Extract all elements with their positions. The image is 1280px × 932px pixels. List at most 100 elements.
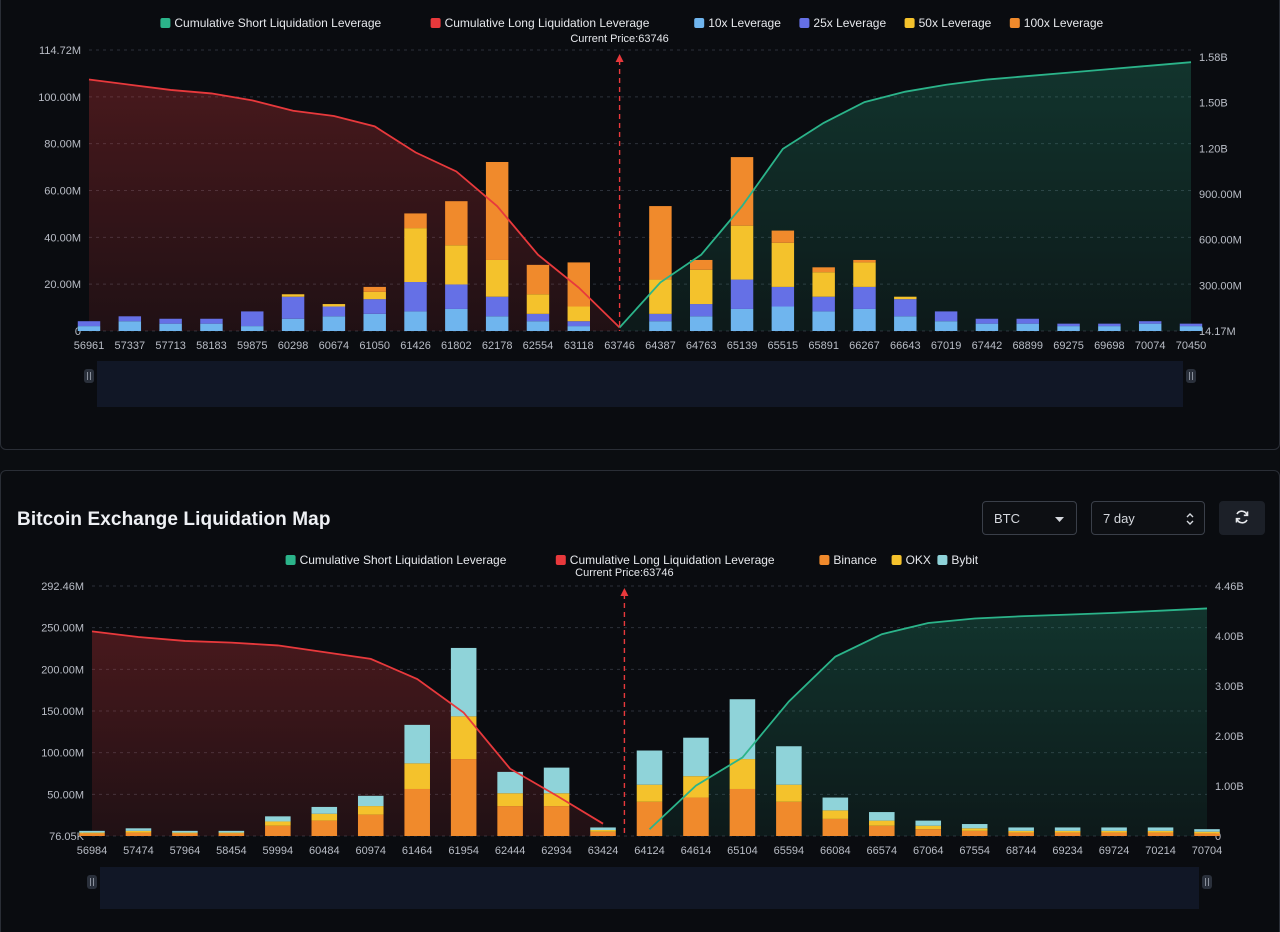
refresh-button[interactable]	[1219, 501, 1265, 535]
right-axis-tick: 0	[1215, 831, 1221, 843]
long-liquidation-line	[91, 630, 604, 825]
bar-segment	[869, 812, 895, 821]
zoom-handle-grip	[1202, 875, 1212, 889]
x-axis-tick: 57474	[123, 845, 154, 857]
x-axis-tick: 56984	[77, 845, 108, 857]
bar-segment	[649, 313, 672, 322]
bar-segment	[311, 806, 338, 814]
left-axis-tick: 80.00M	[44, 139, 81, 151]
left-axis-tick: 114.72M	[39, 45, 81, 57]
bar-segment	[1147, 830, 1174, 833]
bar-segment	[485, 316, 509, 331]
x-axis-tick: 64124	[634, 845, 665, 857]
legend-swatch	[904, 18, 915, 28]
x-axis-tick: 67064	[913, 845, 944, 857]
bar-segment	[730, 308, 754, 331]
legend-swatch	[160, 18, 171, 28]
bar-segment	[689, 304, 713, 317]
bar-segment	[1098, 326, 1121, 331]
range-select[interactable]: 7 day	[1091, 501, 1205, 535]
zoom-handle-grip	[84, 369, 94, 383]
bar-segment	[776, 801, 802, 836]
legend-item: 50x Leverage	[904, 16, 992, 30]
bar-segment	[567, 262, 591, 307]
legend-item: Cumulative Short Liquidation Leverage	[285, 553, 507, 567]
left-axis-tick: 250.00M	[41, 623, 84, 635]
bar-segment	[975, 323, 999, 331]
exchange-liquidation-chart: Cumulative Short Liquidation Leverage Cum…	[41, 553, 1244, 909]
coin-select[interactable]: BTC	[982, 501, 1077, 535]
bar-segment	[363, 291, 386, 300]
bar-segment	[497, 771, 523, 794]
bar-segment	[526, 294, 550, 314]
bar-segment	[689, 259, 713, 270]
bar-segment	[363, 286, 386, 292]
refresh-icon	[1234, 509, 1250, 528]
bar-segment	[1194, 833, 1220, 836]
x-axis-tick: 65515	[768, 340, 799, 352]
caret-down-icon	[1055, 511, 1064, 526]
zoom-slider-track	[100, 867, 1199, 909]
bar-segment	[1016, 318, 1039, 324]
legend-item: 25x Leverage	[799, 16, 886, 30]
page-title: Bitcoin Exchange Liquidation Map	[17, 509, 331, 530]
x-axis-tick: 62178	[482, 340, 513, 352]
bar-segment	[853, 308, 876, 331]
zoom-handle-icon[interactable]	[1202, 875, 1212, 889]
x-axis-tick: 65594	[774, 845, 805, 857]
bar-segment	[822, 818, 849, 836]
x-axis-tick: 61050	[359, 340, 390, 352]
legend-swatch	[891, 555, 902, 565]
bar-segment	[218, 832, 245, 834]
x-axis-tick: 58454	[216, 845, 247, 857]
bar-segment	[567, 306, 591, 322]
legend-swatch	[819, 555, 830, 565]
bar-segment	[1054, 832, 1081, 836]
legend-label: Cumulative Short Liquidation Leverage	[174, 16, 381, 30]
bar-segment	[357, 795, 384, 807]
x-axis-tick: 69234	[1052, 845, 1083, 857]
bar-segment	[1179, 326, 1203, 331]
x-axis-tick: 59994	[263, 845, 294, 857]
x-axis-tick: 69698	[1094, 340, 1125, 352]
x-axis-tick: 70074	[1135, 340, 1166, 352]
short-liquidation-line	[648, 607, 1208, 830]
bar-segment	[853, 286, 876, 309]
bar-segment	[526, 313, 550, 322]
bar-segment	[1008, 827, 1034, 831]
bar-segment	[200, 323, 223, 331]
legend-swatch	[285, 555, 296, 565]
right-axis-tick: 1.50B	[1199, 98, 1228, 110]
zoom-handle-grip	[87, 875, 97, 889]
zoom-handle-icon[interactable]	[87, 875, 97, 889]
left-axis-tick: 100.00M	[38, 92, 81, 104]
bar-segment	[311, 820, 338, 836]
bar-segment	[1101, 830, 1127, 833]
bar-segment	[77, 326, 101, 331]
bar-segment	[172, 830, 198, 833]
bar-segment	[730, 279, 754, 309]
current-price-arrow-icon	[620, 588, 629, 596]
legend-item: Cumulative Short Liquidation Leverage	[160, 16, 382, 30]
bar-segment	[241, 311, 264, 327]
legend-swatch	[799, 18, 810, 28]
bar-segment	[497, 806, 523, 836]
legend-label: 25x Leverage	[813, 16, 886, 30]
bar-segment	[915, 820, 942, 826]
zoom-handle-icon[interactable]	[84, 369, 94, 383]
right-axis-tick: 600.00M	[1199, 235, 1242, 247]
zoom-handle-icon[interactable]	[1186, 369, 1196, 383]
left-axis-tick: 292.46M	[41, 581, 84, 593]
right-axis-tick: 4.00B	[1215, 631, 1244, 643]
x-axis-tick: 62934	[541, 845, 572, 857]
legend-label: 10x Leverage	[708, 16, 781, 30]
x-axis-tick: 60674	[319, 340, 350, 352]
x-axis-tick: 70704	[1192, 845, 1223, 857]
bar-segment	[683, 737, 709, 777]
bar-segment	[1138, 321, 1162, 324]
bar-segment	[894, 316, 917, 331]
bar-segment	[281, 318, 305, 331]
bar-segment	[311, 813, 338, 821]
bar-segment	[322, 316, 346, 331]
bar-segment	[404, 788, 430, 836]
